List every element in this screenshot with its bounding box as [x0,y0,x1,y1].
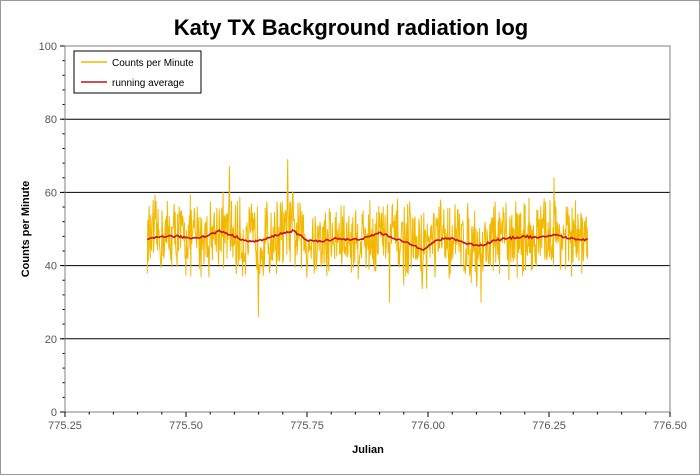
axes [60,45,671,417]
counts-series-layer [146,159,589,318]
y-axis-label: Counts per Minute [20,181,32,278]
x-tick-label-5: 776.50 [653,420,687,432]
legend-label-counts: Counts per Minute [112,58,194,69]
y-tick-label-0: 0 [51,407,57,419]
plot-area-border [64,45,671,413]
series-running-average [147,228,588,251]
y-tick-label-3: 60 [45,187,57,199]
legend-box [73,50,202,94]
legend-label-average: running average [112,78,185,89]
y-tick-label-2: 40 [45,261,57,273]
x-tick-label-1: 775.50 [169,420,203,432]
x-tick-label-0: 775.25 [48,420,82,432]
y-tick-label-4: 80 [45,114,57,126]
x-tick-labels: 775.25 775.50 775.75 776.00 776.25 776.50 [48,420,687,432]
y-tick-label-1: 20 [45,334,57,346]
series-counts-per-minute [146,159,589,318]
x-tick-label-4: 776.25 [532,420,566,432]
x-axis-label: Julian [352,444,384,456]
chart-title: Katy TX Background radiation log [174,15,528,40]
x-tick-label-3: 776.00 [411,420,445,432]
average-series-layer [147,228,588,251]
y-tick-labels: 0 20 40 60 80 100 [39,41,57,419]
y-tick-label-5: 100 [39,41,57,53]
legend: Counts per Minute running average [73,50,202,94]
x-tick-label-2: 775.75 [290,420,324,432]
